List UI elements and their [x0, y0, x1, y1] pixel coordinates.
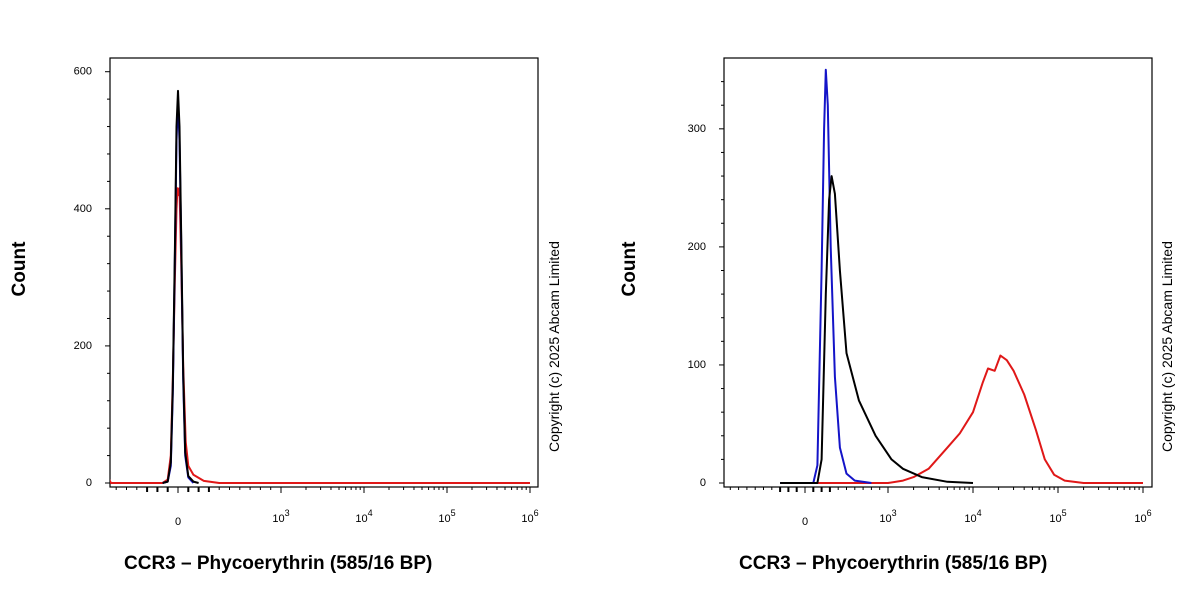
- x-axis-label: CCR3 – Phycoerythrin (585/16 BP): [739, 553, 1048, 574]
- histogram-series-line: [162, 89, 199, 484]
- histogram-chart: 0 200 400 600 0 103 104 105 106: [74, 57, 539, 528]
- x-tick-label: 104: [355, 508, 372, 525]
- x-axis-label: CCR3 – Phycoerythrin (585/16 BP): [124, 553, 433, 574]
- y-tick-label: 600: [74, 66, 92, 78]
- x-tick-label: 0: [802, 516, 808, 528]
- copyright-watermark: Copyright (c) 2025 Abcam Limited: [1159, 241, 1175, 452]
- x-tick-label: 104: [964, 508, 981, 525]
- histogram-series-line: [110, 187, 530, 484]
- plot-frame: [723, 57, 1153, 488]
- histogram-chart: 0 100 200 300 0 103 104 105 106: [688, 57, 1153, 528]
- x-tick-label: 106: [521, 508, 538, 525]
- copyright-watermark: Copyright (c) 2025 Abcam Limited: [546, 241, 562, 452]
- y-tick-label: 300: [688, 123, 706, 135]
- histogram-series-line: [780, 175, 974, 484]
- y-tick-label: 100: [688, 359, 706, 371]
- y-tick-label: 0: [700, 477, 706, 489]
- y-tick-label: 200: [688, 241, 706, 253]
- histogram-series-line: [780, 68, 872, 484]
- y-tick-label: 200: [74, 340, 92, 352]
- x-tick-label: 0: [175, 516, 181, 528]
- histogram-series-line: [780, 354, 1143, 484]
- histogram-panel-left: Count 0 200 400 600 0 103 104 105 106 CCR3 – Phy…: [9, 57, 562, 574]
- histogram-panel-right: Count 0 100 200 300 0 103 104 105 106 CCR3 – Phy…: [615, 0, 1200, 600]
- plot-frame: [109, 57, 539, 488]
- y-tick-label: 0: [86, 477, 92, 489]
- x-tick-label: 105: [438, 508, 455, 525]
- x-tick-label: 106: [1134, 508, 1151, 525]
- histogram-series-line: [162, 99, 195, 484]
- x-tick-label: 103: [879, 508, 896, 525]
- x-tick-label: 103: [272, 508, 289, 525]
- x-tick-label: 105: [1049, 508, 1066, 525]
- y-tick-label: 400: [74, 203, 92, 215]
